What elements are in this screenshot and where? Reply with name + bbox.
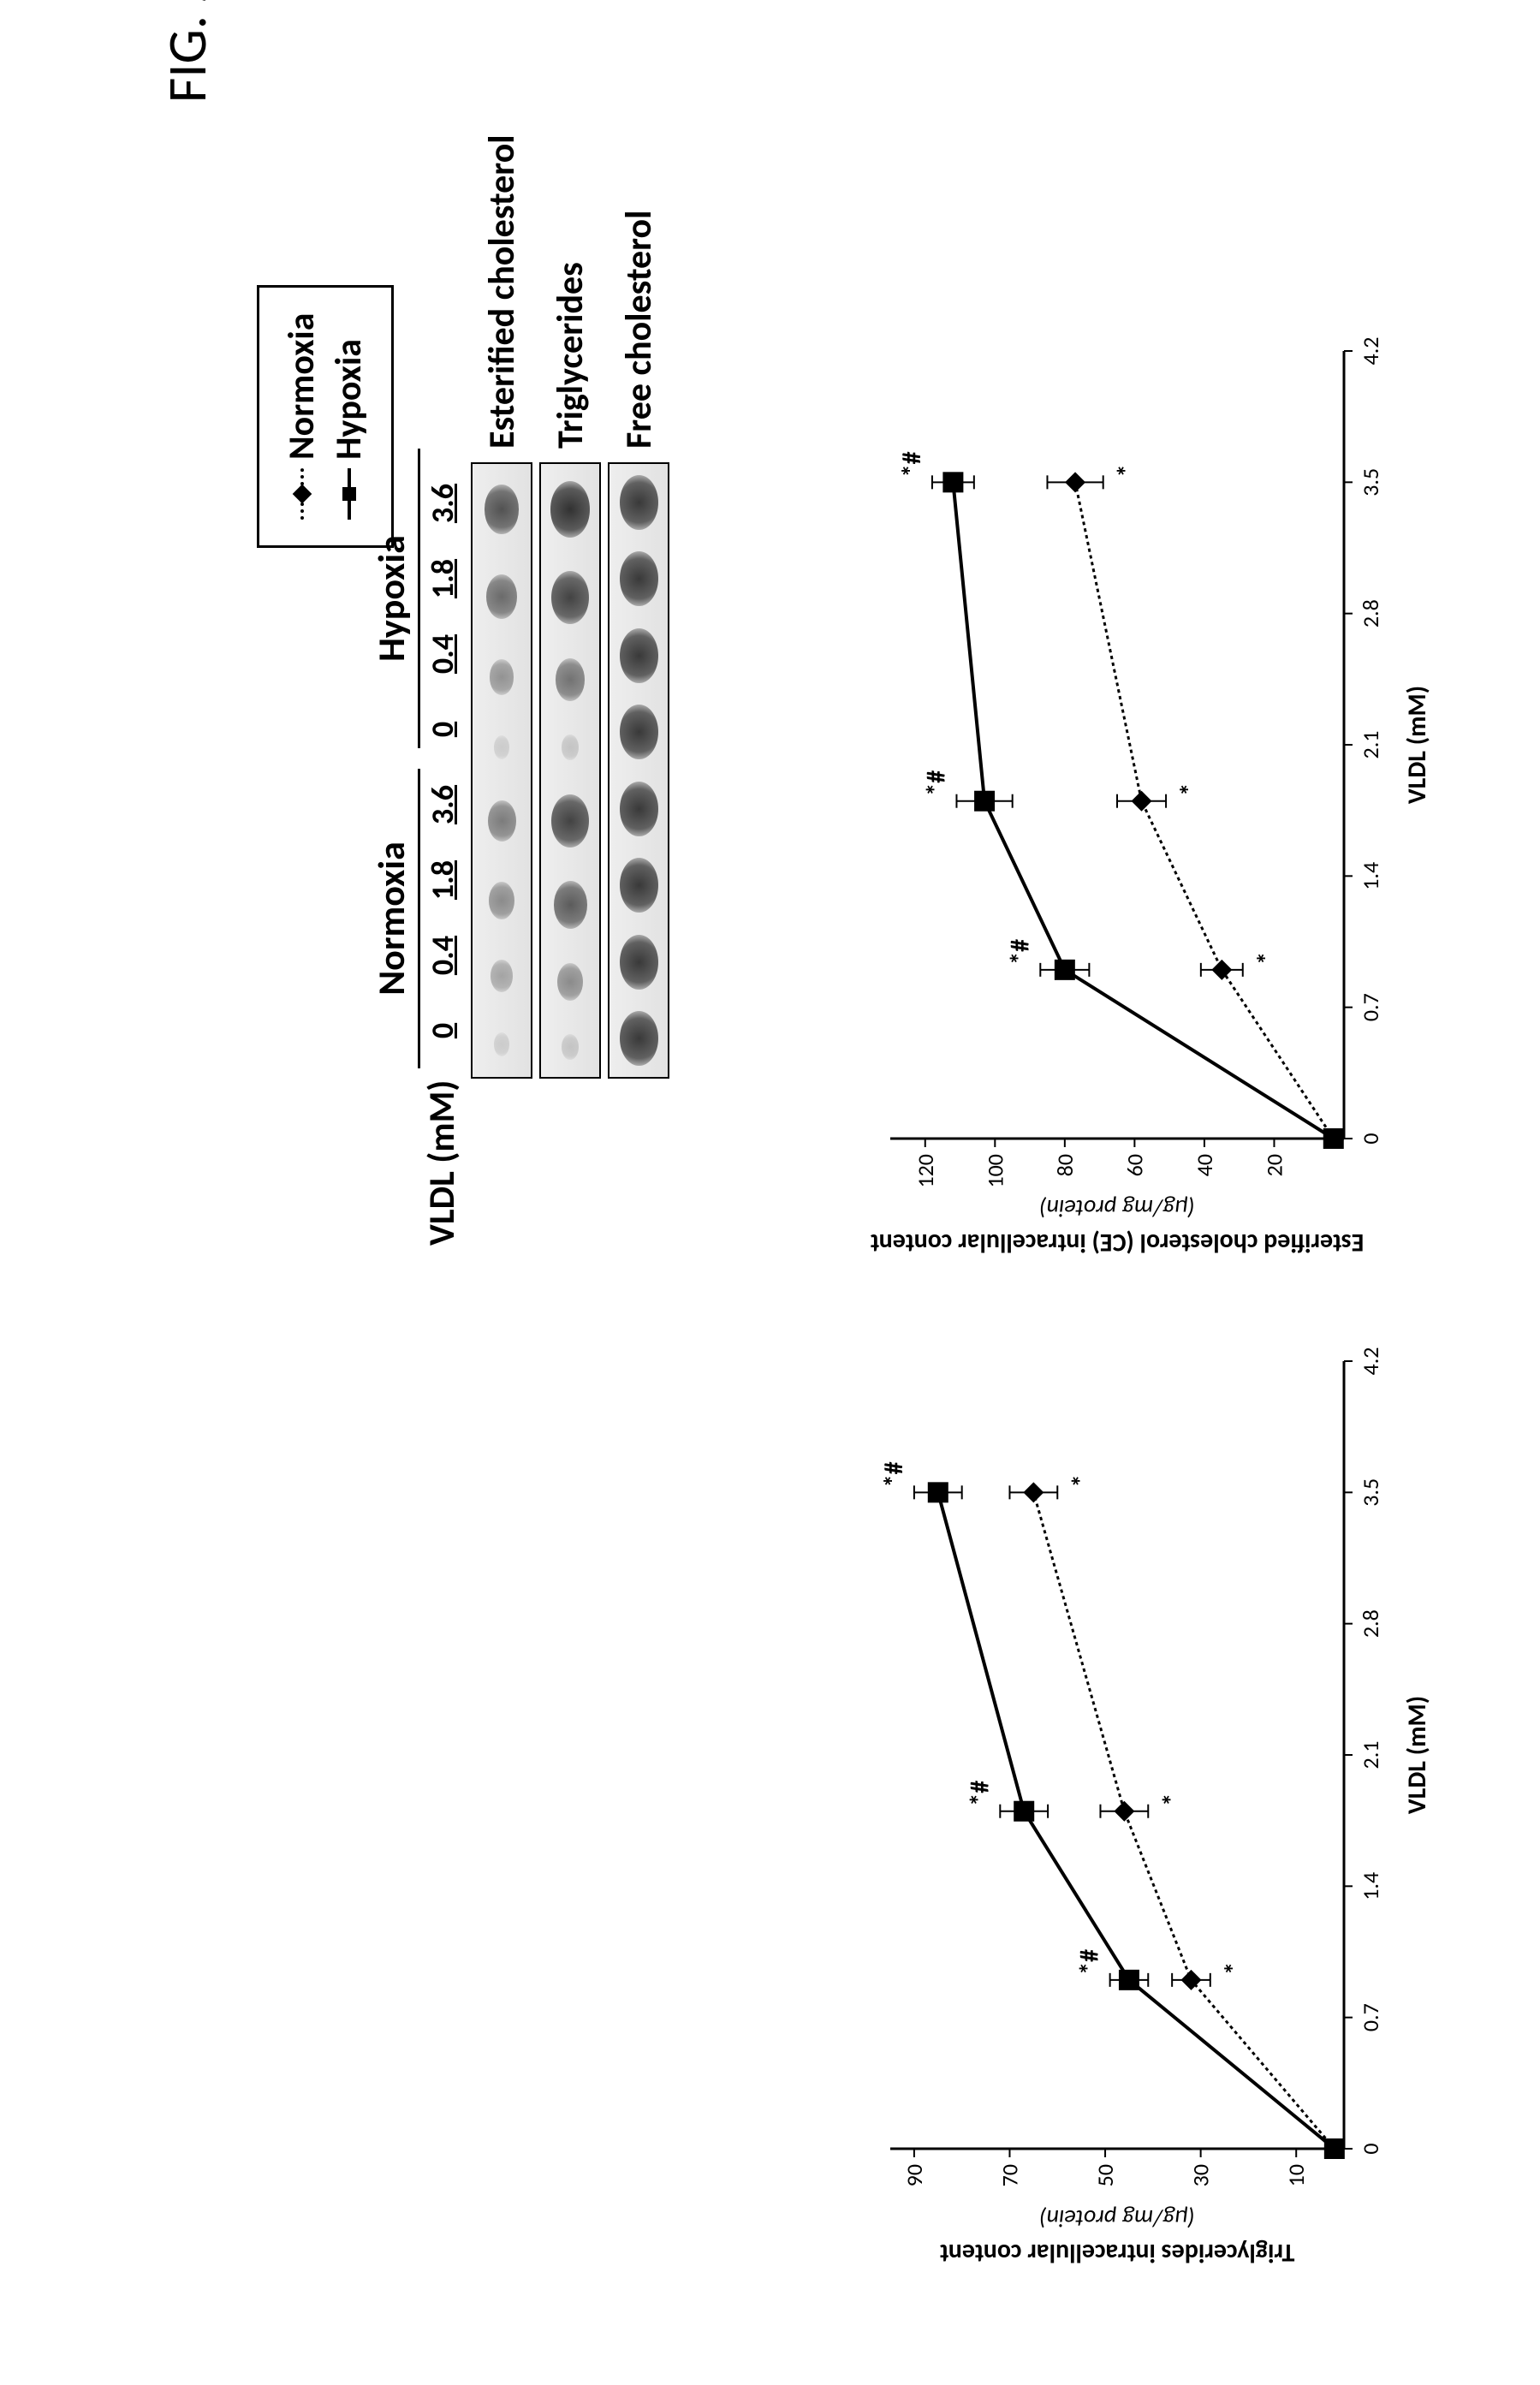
tlc-spot [490, 659, 514, 695]
svg-text:120: 120 [912, 1154, 939, 1188]
tlc-spot [557, 963, 583, 1001]
svg-text:*#: *# [1004, 939, 1036, 965]
svg-text:40: 40 [1191, 1154, 1218, 1176]
tlc-lane-label: 0.4 [424, 616, 461, 692]
svg-text:(μg/mg protein): (μg/mg protein) [1039, 1193, 1195, 1223]
tlc-spot [551, 794, 589, 848]
tlc-spot [488, 800, 516, 842]
chart-triglycerides: 10 30 50 70 90 0 0.7 1.4 2.1 2.8 3.5 4.2 * * * *# *# *# Tr… [856, 1335, 1455, 2277]
svg-text:*: * [1252, 952, 1283, 965]
tlc-lane-label: 3.6 [424, 767, 461, 842]
tlc-spot [620, 551, 658, 606]
svg-text:70: 70 [996, 2164, 1023, 2186]
tlc-spot [620, 782, 658, 836]
svg-text:10: 10 [1282, 2164, 1310, 2186]
tlc-group-hypoxia: Hypoxia [368, 449, 420, 748]
svg-text:(μg/mg protein): (μg/mg protein) [1039, 2204, 1195, 2233]
tlc-panel: Normoxia Hypoxia VLDL (mM) 00.41.83.600.… [368, 134, 669, 1246]
tlc-lane-label: 1.8 [424, 842, 461, 918]
tlc-spot [551, 571, 589, 624]
diamond-icon [292, 468, 312, 520]
svg-text:VLDL (mM): VLDL (mM) [1401, 1696, 1433, 1814]
svg-text:*: * [1219, 1962, 1251, 1975]
svg-text:2.1: 2.1 [1357, 731, 1384, 759]
tlc-lane-label: 0 [424, 692, 461, 767]
tlc-spot [620, 475, 658, 530]
svg-text:4.2: 4.2 [1357, 337, 1384, 366]
svg-text:2.8: 2.8 [1357, 599, 1384, 627]
svg-text:3.5: 3.5 [1357, 468, 1384, 497]
svg-text:*#: *# [878, 1461, 910, 1487]
svg-text:0.7: 0.7 [1357, 2003, 1384, 2031]
tlc-spot [494, 735, 509, 759]
tlc-lane-label: 0.4 [424, 918, 461, 993]
tlc-spot [562, 735, 579, 760]
svg-text:*: * [1112, 464, 1144, 477]
svg-text:1.4: 1.4 [1357, 1872, 1384, 1900]
svg-text:*#: *# [896, 451, 928, 477]
svg-text:Esterified cholesterol (CE) in: Esterified cholesterol (CE) intracellula… [871, 1227, 1365, 1258]
svg-text:1.4: 1.4 [1357, 862, 1384, 890]
svg-text:60: 60 [1121, 1154, 1148, 1176]
tlc-spot [485, 485, 520, 534]
svg-text:4.2: 4.2 [1357, 1347, 1384, 1376]
svg-text:*#: *# [964, 1781, 996, 1806]
tlc-group-normoxia: Normoxia [368, 769, 420, 1068]
tlc-spot [620, 1011, 658, 1066]
legend-item-normoxia: Normoxia [280, 313, 324, 520]
figure-label: FIG. 2C [154, 0, 221, 103]
tlc-strip-trig [539, 462, 601, 1079]
tlc-spot [620, 705, 658, 759]
tlc-band-label-free: Free cholesterol [617, 211, 661, 449]
svg-text:3.5: 3.5 [1357, 1478, 1384, 1507]
legend-label-hypoxia: Hypoxia [327, 339, 371, 460]
svg-text:80: 80 [1051, 1154, 1079, 1176]
svg-text:*: * [1174, 783, 1206, 796]
tlc-spot [494, 1032, 509, 1056]
tlc-lane-label: 1.8 [424, 541, 461, 616]
svg-text:50: 50 [1091, 2164, 1119, 2186]
svg-text:*#: *# [920, 770, 952, 796]
svg-text:90: 90 [901, 2164, 928, 2186]
tlc-lane-labels: 00.41.83.600.41.83.6 [424, 466, 461, 1068]
svg-text:20: 20 [1260, 1154, 1287, 1176]
svg-text:2.1: 2.1 [1357, 1741, 1384, 1769]
tlc-spot [620, 858, 658, 913]
tlc-spot [550, 481, 591, 538]
tlc-spot [562, 1034, 579, 1060]
tlc-spot [486, 574, 517, 619]
tlc-band-label-esterified: Esterified cholesterol [480, 134, 524, 449]
svg-text:0.7: 0.7 [1357, 993, 1384, 1021]
tlc-spot [620, 935, 658, 990]
tlc-lane-label: 3.6 [424, 466, 461, 541]
tlc-spot [556, 658, 586, 701]
tlc-lane-label: 0 [424, 993, 461, 1068]
svg-text:*: * [1156, 1793, 1188, 1806]
chart-esterified-cholesterol: 20 40 60 80 100 120 0 0.7 1.4 2.1 2.8 3.5 4.2 * * * *# *#… [856, 325, 1455, 1267]
square-icon [339, 468, 360, 520]
tlc-strip-free [608, 462, 669, 1079]
svg-text:0: 0 [1357, 1133, 1384, 1144]
svg-text:0: 0 [1357, 2143, 1384, 2154]
tlc-spot [554, 881, 587, 929]
tlc-xaxis-label: VLDL (mM) [420, 1079, 464, 1246]
svg-text:*#: *# [1074, 1949, 1106, 1975]
tlc-spot [489, 882, 514, 919]
svg-text:30: 30 [1187, 2164, 1215, 2186]
legend-label-normoxia: Normoxia [280, 313, 324, 460]
tlc-spot [491, 960, 513, 992]
legend-item-hypoxia: Hypoxia [327, 313, 371, 520]
tlc-band-label-trig: Triglycerides [549, 262, 592, 449]
svg-text:Triglycerides intracellular co: Triglycerides intracellular content [940, 2237, 1295, 2269]
svg-text:100: 100 [981, 1154, 1008, 1188]
svg-text:*: * [1066, 1474, 1097, 1487]
svg-text:2.8: 2.8 [1357, 1609, 1384, 1638]
tlc-spot [620, 628, 658, 683]
tlc-strip-esterified [471, 462, 532, 1079]
svg-text:VLDL (mM): VLDL (mM) [1401, 686, 1433, 804]
